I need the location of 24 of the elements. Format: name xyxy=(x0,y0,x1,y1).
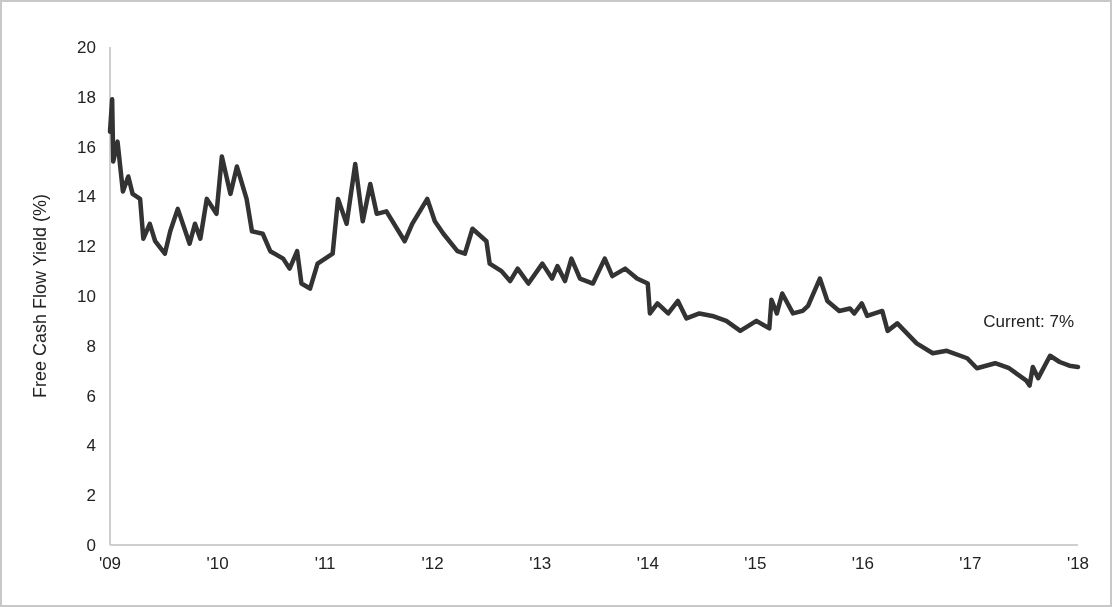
x-tick-label: '16 xyxy=(851,554,874,573)
x-tick-label: '09 xyxy=(98,554,122,573)
x-tick-label: '13 xyxy=(529,554,552,573)
x-tick-label: '18 xyxy=(1066,554,1090,573)
y-tick-label: 8 xyxy=(86,336,96,356)
y-tick-label: 0 xyxy=(86,535,96,555)
x-tick-label: '17 xyxy=(959,554,982,573)
y-tick-label: 16 xyxy=(77,137,96,157)
annotation: Current: 7% xyxy=(983,311,1074,331)
y-axis-title: Free Cash Flow Yield (%) xyxy=(30,193,50,399)
x-tick-label: '11 xyxy=(314,554,336,573)
x-tick-label: '14 xyxy=(636,554,659,573)
y-tick-label: 18 xyxy=(77,87,96,107)
y-tick-label: 12 xyxy=(77,237,96,257)
y-tick-label: 20 xyxy=(77,37,96,57)
x-tick-label: '12 xyxy=(421,554,444,573)
y-tick-label: 10 xyxy=(77,286,96,306)
x-tick-label: '10 xyxy=(206,554,229,573)
x-tick-label: '15 xyxy=(744,554,767,573)
y-tick-label: 4 xyxy=(86,436,96,456)
line-series xyxy=(107,97,1081,388)
y-tick-label: 14 xyxy=(77,187,96,207)
y-tick-label: 2 xyxy=(86,486,96,506)
y-tick-label: 6 xyxy=(86,386,96,406)
